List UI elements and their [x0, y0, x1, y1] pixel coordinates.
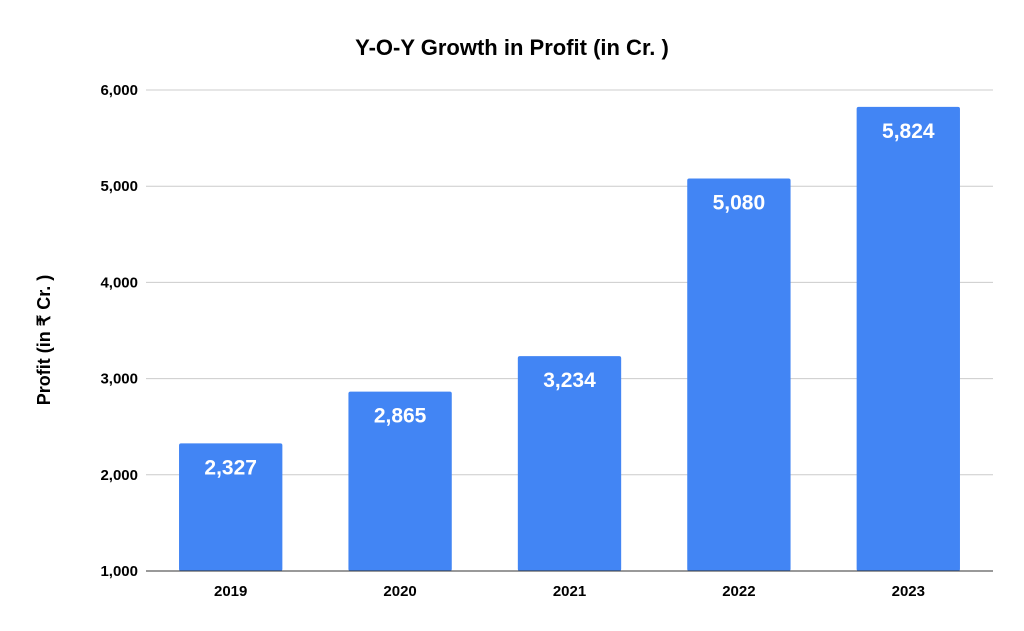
bar-2023	[856, 106, 960, 571]
bar-2019	[179, 443, 283, 571]
x-tick-label: 2023	[892, 583, 925, 600]
y-tick-label: 4,000	[100, 274, 138, 291]
bar-value-label: 2,865	[374, 405, 427, 428]
x-tick-label: 2019	[214, 583, 247, 600]
x-axis-ticks: 2019 2020 2021 2022 2023	[214, 583, 925, 600]
bar-2022	[687, 178, 791, 571]
y-tick-label: 1,000	[100, 563, 138, 580]
y-tick-label: 2,000	[100, 467, 138, 484]
bar-value-label: 3,234	[543, 369, 596, 392]
bar-value-label: 2,327	[204, 456, 257, 479]
bar-2020	[348, 391, 452, 571]
bar-value-label: 5,824	[882, 120, 935, 143]
x-tick-label: 2020	[383, 583, 416, 600]
y-tick-label: 6,000	[100, 82, 138, 99]
bars: 2,327 2,865 3,234 5,080 5,824	[179, 106, 960, 571]
bar-2021	[517, 356, 622, 571]
y-axis-label: Profit (in ₹ Cr. )	[34, 275, 54, 405]
x-tick-label: 2022	[722, 583, 755, 600]
x-tick-label: 2021	[553, 583, 586, 600]
bar-value-label: 5,080	[713, 192, 766, 215]
y-tick-label: 5,000	[100, 178, 138, 195]
y-tick-label: 3,000	[100, 371, 138, 388]
chart-title: Y-O-Y Growth in Profit (in Cr. )	[355, 35, 669, 60]
gridlines	[146, 89, 993, 476]
y-axis-ticks: 1,000 2,000 3,000 4,000 5,000 6,000	[100, 82, 138, 580]
